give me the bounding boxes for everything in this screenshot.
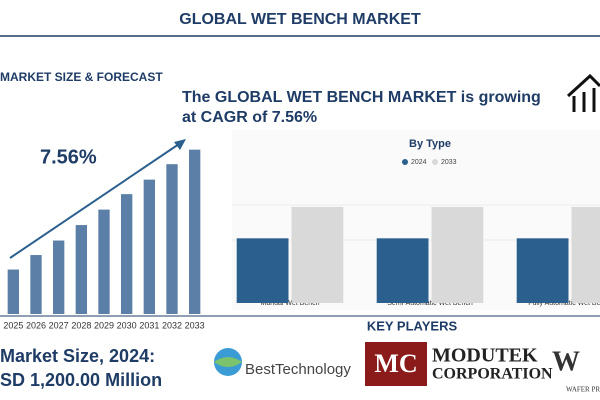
- bar: [376, 238, 429, 303]
- company-name: CORPORATION: [432, 366, 553, 383]
- market-size-value: SD 1,200.00 Million: [0, 370, 162, 390]
- x-tick-label: Semi-Automatic Wet Bench: [387, 300, 473, 307]
- key-players-title: KEY PLAYERS: [367, 318, 458, 333]
- bar: [75, 225, 87, 314]
- x-tick-label: 2027: [49, 320, 69, 330]
- legend-label: 2033: [441, 159, 457, 166]
- legend-label: 2024: [411, 159, 427, 166]
- logo-letters: MC: [374, 349, 417, 378]
- headline-line: at CAGR of 7.56%: [182, 109, 317, 126]
- cagr-value: 7.56%: [40, 146, 97, 168]
- x-tick-label: Fully Automatic Wet Bench: [528, 300, 600, 307]
- bar: [30, 255, 42, 314]
- bar: [516, 238, 569, 303]
- bar: [431, 206, 484, 303]
- bar: [236, 238, 289, 303]
- bar: [7, 269, 20, 314]
- bar: [166, 164, 178, 314]
- bar: [98, 209, 110, 314]
- logo-mark: [365, 342, 427, 386]
- x-tick-label: 2031: [139, 320, 159, 330]
- x-tick-label: 2025: [3, 320, 23, 330]
- company-name: BestTechnology: [245, 361, 351, 378]
- company-name: WAFER PRO: [566, 386, 600, 394]
- headline-line: The GLOBAL WET BENCH MARKET is growing: [182, 89, 541, 106]
- logo-letters: W: [552, 346, 580, 377]
- company-name: MODUTEK: [432, 345, 538, 367]
- x-tick-label: 2028: [71, 320, 91, 330]
- logo-mark: [214, 357, 242, 367]
- legend-swatch: [432, 159, 438, 165]
- x-tick-label: 2030: [117, 320, 137, 330]
- legend-swatch: [402, 159, 408, 165]
- bar: [189, 149, 201, 314]
- x-tick-label: 2026: [26, 320, 46, 330]
- bar: [291, 206, 344, 303]
- x-tick-label: Manual Wet Bench: [260, 300, 319, 307]
- x-tick-label: 2033: [185, 320, 205, 330]
- market-size-label: Market Size, 2024:: [0, 346, 155, 366]
- chart-title: By Type: [409, 138, 451, 150]
- bar: [53, 240, 65, 314]
- forecast-heading: MARKET SIZE & FORECAST: [0, 70, 163, 84]
- page-title: GLOBAL WET BENCH MARKET: [179, 11, 421, 28]
- house-icon: [566, 73, 600, 112]
- x-tick-label: 2029: [94, 320, 114, 330]
- arrow-head: [174, 139, 186, 150]
- x-tick-label: 2032: [162, 320, 182, 330]
- bar: [121, 194, 133, 314]
- bar: [143, 179, 155, 314]
- bar: [571, 206, 600, 303]
- growth-arrow: [9, 141, 183, 259]
